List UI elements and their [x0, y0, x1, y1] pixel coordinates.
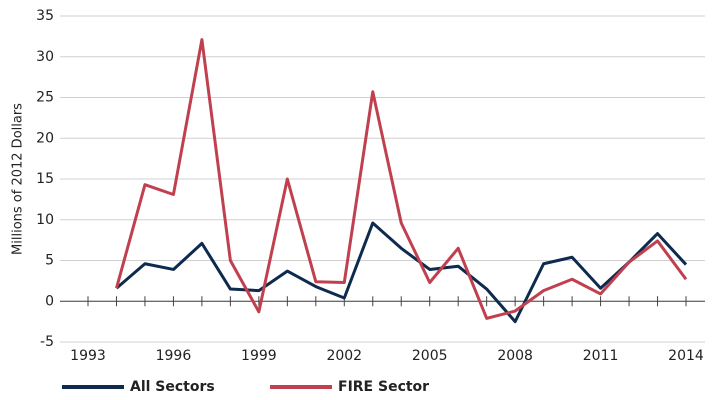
- y-tick-label: 25: [36, 90, 54, 106]
- legend-label: All Sectors: [130, 379, 215, 395]
- legend-label: FIRE Sector: [338, 379, 429, 395]
- x-tick-label: 1993: [70, 348, 106, 364]
- x-tick-label: 2011: [583, 348, 619, 364]
- series-line: [115, 38, 688, 320]
- series-line: [115, 221, 688, 324]
- y-tick-label: -5: [40, 334, 54, 350]
- y-tick-label: 20: [36, 130, 54, 146]
- y-tick-label: 15: [36, 171, 54, 187]
- x-tick-label: 2005: [412, 348, 448, 364]
- x-tick-label: 2008: [497, 348, 533, 364]
- y-tick-label: 35: [36, 8, 54, 24]
- y-tick-label: 10: [36, 212, 54, 228]
- y-axis-label: Millions of 2012 Dollars: [11, 103, 26, 255]
- x-tick-label: 1996: [156, 348, 192, 364]
- y-tick-label: 0: [45, 293, 54, 309]
- x-tick-label: 1999: [241, 348, 277, 364]
- x-tick-label: 2014: [668, 348, 704, 364]
- x-tick-label: 2002: [326, 348, 362, 364]
- y-tick-label: 30: [36, 49, 54, 65]
- y-tick-label: 5: [45, 253, 54, 269]
